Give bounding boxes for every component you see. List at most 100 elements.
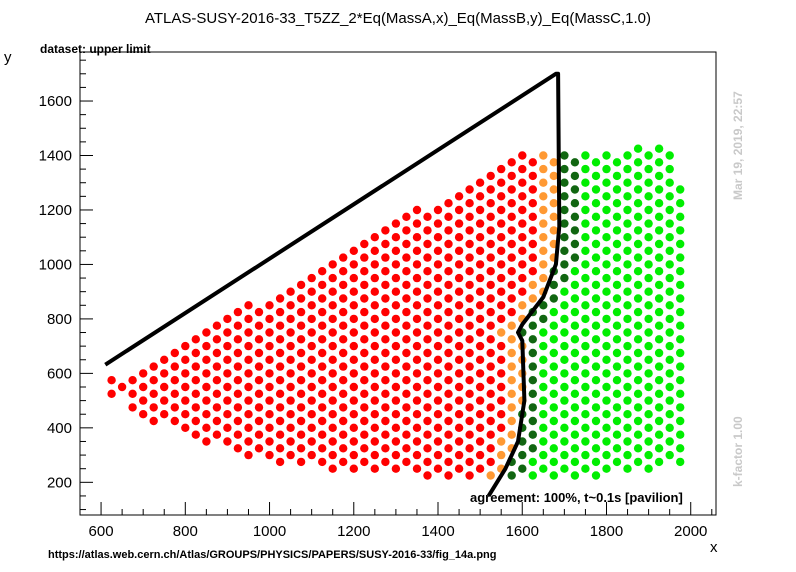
point-allowed: [602, 219, 611, 228]
point-excluded: [475, 219, 485, 228]
point-allowed: [623, 178, 632, 187]
point-excluded: [381, 403, 390, 412]
point-allowed: [591, 253, 601, 262]
point-excluded: [275, 403, 285, 412]
point-excluded: [275, 376, 285, 385]
point-excluded: [318, 457, 327, 467]
point-allowed-border: [528, 444, 537, 453]
point-excluded: [223, 410, 232, 419]
point-allowed: [654, 335, 664, 344]
point-excluded: [370, 437, 379, 446]
point-excluded: [360, 267, 369, 276]
point-excluded: [318, 430, 327, 439]
point-allowed: [654, 321, 664, 330]
point-excluded: [349, 328, 358, 337]
point-excluded: [475, 355, 485, 364]
point-excluded: [349, 273, 358, 283]
point-excluded: [518, 273, 527, 283]
point-excluded: [296, 416, 306, 426]
point-excluded: [454, 260, 464, 269]
point-excluded: [486, 457, 495, 467]
point-excluded: [318, 403, 327, 412]
point-excluded: [328, 423, 337, 432]
point-excluded: [191, 376, 200, 385]
point-allowed-border: [528, 376, 537, 385]
point-excluded: [528, 185, 537, 194]
point-allowed: [549, 307, 558, 317]
point-allowed: [581, 341, 590, 351]
point-excluded: [349, 369, 358, 378]
point-excluded: [307, 423, 316, 432]
point-excluded: [212, 376, 222, 385]
point-excluded: [475, 192, 485, 201]
y-axis-label: y: [4, 49, 12, 66]
point-excluded: [475, 437, 485, 446]
point-allowed: [644, 341, 653, 351]
point-excluded: [223, 369, 232, 378]
point-excluded: [360, 253, 369, 262]
point-excluded: [402, 294, 411, 303]
point-allowed: [591, 307, 601, 317]
point-excluded: [370, 287, 379, 296]
point-allowed: [633, 457, 643, 467]
point-excluded: [402, 348, 411, 358]
point-excluded: [307, 355, 316, 364]
point-excluded: [191, 430, 200, 439]
point-excluded: [497, 341, 506, 351]
x-tick-label: 600: [89, 523, 114, 540]
point-excluded: [244, 423, 253, 432]
point-allowed: [549, 335, 558, 344]
point-excluded: [465, 212, 474, 221]
point-excluded: [286, 369, 295, 378]
point-excluded: [181, 341, 190, 351]
point-excluded: [475, 314, 485, 324]
point-excluded: [360, 335, 369, 344]
point-excluded: [181, 369, 190, 378]
point-excluded: [497, 369, 506, 378]
point-excluded: [412, 328, 422, 337]
point-excluded: [423, 376, 432, 385]
point-excluded: [475, 382, 485, 392]
point-allowed: [591, 280, 601, 290]
point-allowed: [591, 226, 601, 235]
point-allowed: [570, 294, 580, 303]
point-excluded: [128, 403, 137, 412]
point-allowed: [602, 314, 611, 324]
point-allowed: [570, 362, 580, 371]
point-excluded: [181, 410, 190, 419]
point-allowed-border: [560, 219, 569, 228]
point-allowed: [633, 158, 643, 167]
point-excluded: [328, 437, 337, 446]
point-excluded: [117, 382, 127, 392]
point-allowed-border: [570, 158, 580, 167]
point-excluded-border: [539, 233, 548, 242]
point-excluded: [497, 287, 506, 296]
chart-title: ATLAS-SUSY-2016-33_T5ZZ_2*Eq(MassA,x)_Eq…: [144, 10, 651, 27]
point-allowed: [623, 450, 632, 460]
point-excluded: [370, 464, 379, 473]
point-excluded: [402, 430, 411, 439]
point-excluded: [381, 335, 390, 344]
point-excluded: [423, 212, 432, 221]
point-excluded: [465, 430, 474, 439]
point-allowed: [602, 178, 611, 187]
point-excluded: [423, 430, 432, 439]
point-excluded: [286, 341, 295, 351]
point-excluded: [391, 273, 401, 283]
point-allowed: [570, 376, 580, 385]
point-excluded: [528, 253, 537, 262]
point-excluded: [370, 314, 379, 324]
point-allowed: [644, 178, 653, 187]
point-excluded: [465, 226, 474, 235]
point-allowed: [665, 260, 674, 269]
point-allowed: [560, 450, 569, 460]
point-excluded: [391, 423, 401, 432]
point-excluded: [486, 348, 495, 358]
point-excluded: [339, 403, 348, 412]
point-allowed: [623, 410, 632, 419]
point-allowed: [623, 246, 632, 255]
point-allowed: [581, 260, 590, 269]
point-allowed: [602, 396, 611, 405]
y-tick-label: 1600: [39, 93, 72, 110]
point-excluded: [412, 423, 422, 432]
